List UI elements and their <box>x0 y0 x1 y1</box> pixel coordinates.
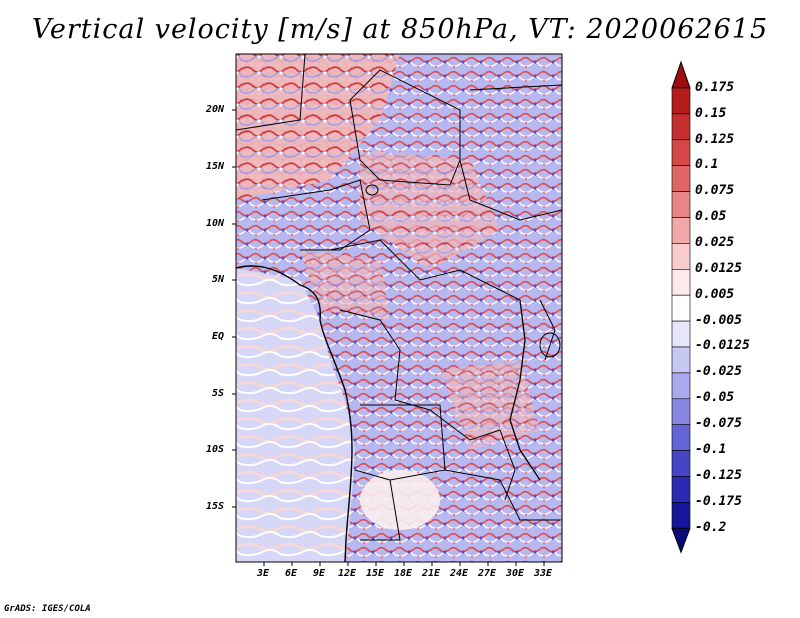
lon-label-12e: 12E <box>338 568 357 579</box>
colorbar-segment <box>671 502 691 529</box>
lat-label-eq: EQ <box>212 331 225 342</box>
colorbar-segment <box>671 191 691 218</box>
colorbar-label: -0.1 <box>695 442 727 457</box>
colorbar-label: -0.005 <box>695 313 742 328</box>
lon-label-3e: 3E <box>257 568 270 579</box>
colorbar-segment <box>671 113 691 141</box>
colorbar-label: 0.005 <box>695 287 735 302</box>
colorbar-label: 0.05 <box>695 209 727 224</box>
axis-ticks <box>232 109 545 566</box>
colorbar-label: -0.0125 <box>695 338 750 353</box>
colorbar-segment <box>671 217 691 244</box>
lat-label-15s: 15S <box>206 501 225 512</box>
colorbar-segment <box>671 450 691 477</box>
colorbar-segment <box>671 294 691 322</box>
lon-label-6e: 6E <box>285 568 298 579</box>
colorbar-segment <box>671 372 691 400</box>
colorbar-segment <box>671 268 691 296</box>
contour-field <box>236 54 562 562</box>
lon-label-33e: 33E <box>534 568 553 579</box>
colorbar-segment <box>671 398 691 425</box>
lat-label-15n: 15N <box>206 161 225 172</box>
lon-label-9e: 9E <box>313 568 326 579</box>
colorbar-bottom-arrow <box>671 527 691 554</box>
colorbar-segment <box>671 476 691 503</box>
colorbar-segment <box>671 165 691 192</box>
colorbar-label: -0.05 <box>695 390 735 405</box>
lon-label-21e: 21E <box>422 568 441 579</box>
lat-label-10n: 10N <box>206 218 225 229</box>
lon-label-18e: 18E <box>394 568 413 579</box>
colorbar-label: 0.175 <box>695 80 735 95</box>
colorbar-segment <box>671 243 691 270</box>
lon-label-24e: 24E <box>450 568 469 579</box>
colorbar-label: 0.075 <box>695 183 735 198</box>
lat-label-5s: 5S <box>212 388 225 399</box>
colorbar-label: -0.2 <box>695 520 727 535</box>
colorbar-segment <box>671 346 691 374</box>
colorbar-label: -0.075 <box>695 416 742 431</box>
colorbar-segment <box>671 320 691 348</box>
colorbar-label: 0.125 <box>695 132 735 147</box>
lon-label-27e: 27E <box>478 568 497 579</box>
lat-label-20n: 20N <box>206 104 225 115</box>
colorbar-segment <box>671 139 691 167</box>
colorbar-label: 0.1 <box>695 157 719 172</box>
colorbar-segment <box>671 87 691 115</box>
colorbar-label: 0.025 <box>695 235 735 250</box>
colorbar-label: 0.0125 <box>695 261 742 276</box>
lon-label-30e: 30E <box>506 568 525 579</box>
lon-label-15e: 15E <box>366 568 385 579</box>
colorbar-label: -0.125 <box>695 468 742 483</box>
colorbar-label: -0.025 <box>695 364 742 379</box>
colorbar-segment <box>671 424 691 451</box>
lat-label-10s: 10S <box>206 444 225 455</box>
colorbar-label: 0.15 <box>695 106 727 121</box>
colorbar-top-arrow <box>671 60 691 89</box>
map-title: Vertical velocity [m/s] at 850hPa, VT: 2… <box>31 14 769 45</box>
lat-label-5n: 5N <box>212 274 225 285</box>
footer-credit: GrADS: IGES/COLA <box>4 604 91 614</box>
colorbar <box>671 60 691 554</box>
colorbar-label: -0.175 <box>695 494 742 509</box>
